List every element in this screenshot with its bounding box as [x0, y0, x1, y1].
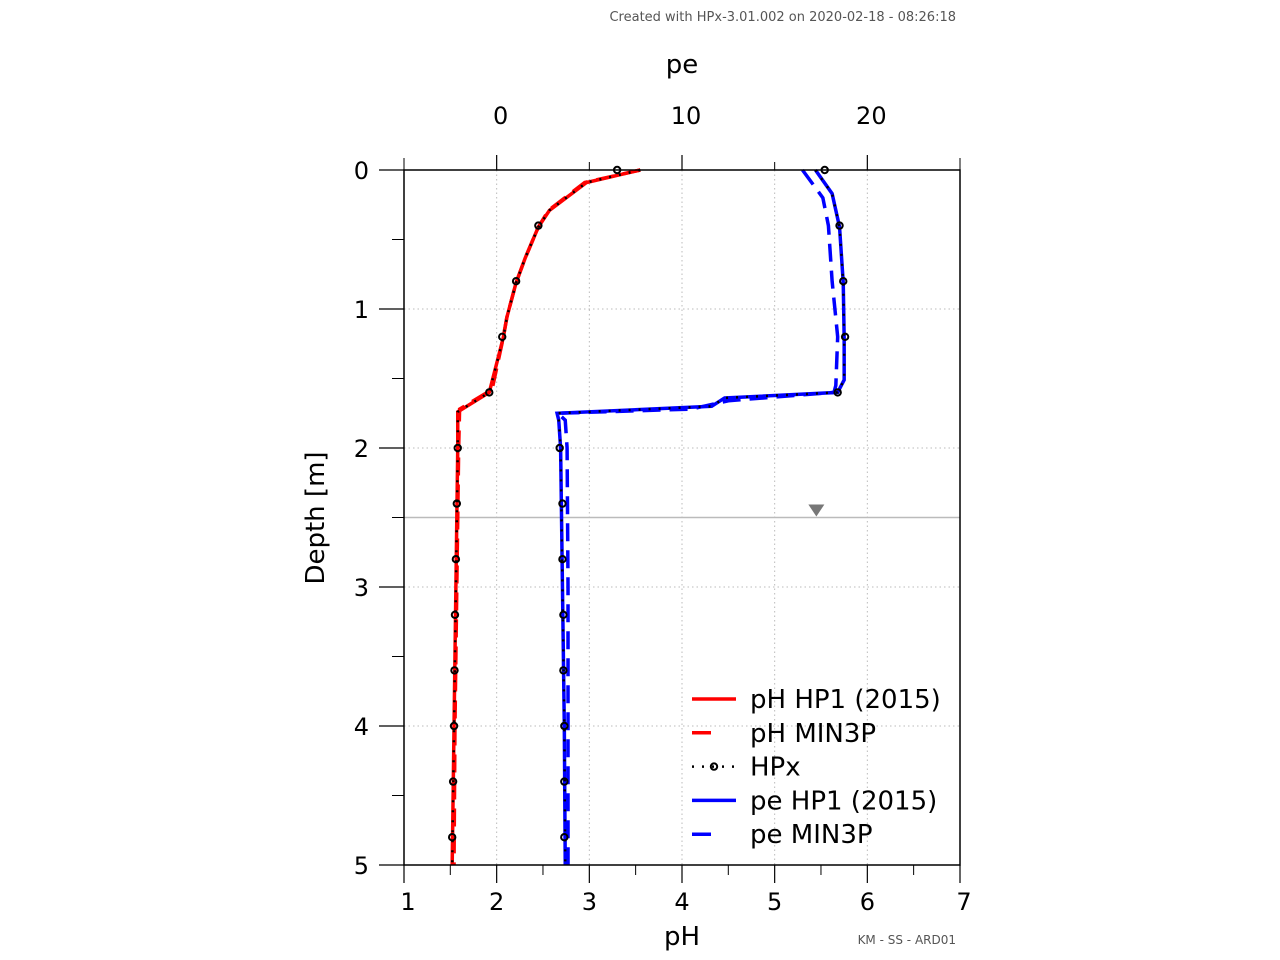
hpx-marker-pe: [560, 833, 569, 842]
hpx-marker-ph: [449, 721, 459, 731]
x2-tick-label: 0: [493, 102, 508, 130]
hpx-marker-ph: [451, 555, 461, 564]
x2-tick-label: 10: [671, 102, 702, 130]
hpx-marker-ph: [450, 666, 459, 675]
series-line-pe-min3p: [553, 168, 840, 865]
x-tick-label: 4: [674, 888, 689, 916]
hpx-marker-ph: [447, 833, 457, 842]
hpx-marker-pe: [560, 777, 569, 786]
legend-label: pe MIN3P: [750, 820, 873, 850]
credit-text: Created with HPx-3.01.002 on 2020-02-18 …: [609, 10, 956, 25]
hpx-marker-pe: [555, 443, 564, 453]
y-tick-label: 3: [354, 574, 369, 602]
ticks: 1 2 3 4 5 6 7 0 10 20 0 1 2 3 4 5: [354, 102, 972, 916]
water-table: [404, 504, 960, 519]
hpx-marker-pe: [833, 388, 842, 397]
x-tick-label: 6: [860, 888, 875, 916]
hpx-marker-ph: [452, 499, 462, 508]
x-axis-label: pH: [664, 922, 700, 952]
footer-text: KM - SS - ARD01: [857, 933, 956, 947]
hpx-marker-ph: [498, 332, 507, 341]
x-tick-label: 7: [956, 888, 971, 916]
series-line-ph-min3p: [452, 168, 641, 866]
legend-label: pe HP1 (2015): [750, 786, 937, 816]
hpx-marker-ph: [448, 777, 458, 786]
hpx-marker-ph: [485, 388, 494, 397]
legend-label: pH MIN3P: [750, 719, 876, 749]
hpx-marker-pe: [560, 721, 569, 731]
y-tick-label: 1: [354, 296, 369, 324]
x-tick-label: 1: [400, 888, 415, 916]
series-lines: [447, 165, 850, 866]
y-tick-label: 4: [354, 713, 369, 741]
x-tick-label: 3: [582, 888, 597, 916]
hpx-marker-pe: [559, 666, 568, 675]
hpx-marker-pe: [839, 277, 848, 286]
hpx-marker-pe: [840, 332, 850, 341]
hpx-marker-pe: [558, 555, 567, 564]
hpx-marker-ph: [450, 610, 460, 619]
y-tick-label: 5: [354, 852, 369, 880]
x-tick-label: 5: [767, 888, 782, 916]
y-axis-label: Depth [m]: [301, 451, 331, 584]
x2-tick-label: 20: [856, 102, 887, 130]
y-tick-label: 0: [354, 157, 369, 185]
x2-axis-label: pe: [666, 50, 699, 80]
hpx-marker-ph: [453, 443, 462, 453]
hpx-marker-pe: [835, 221, 844, 230]
hpx-marker-pe: [559, 610, 568, 619]
water-table-marker-icon: [808, 504, 825, 517]
hpx-marker-ph: [534, 221, 543, 230]
hpx-marker-ph: [511, 277, 521, 286]
legend-label: pH HP1 (2015): [750, 685, 941, 715]
legend-label: HPx: [750, 753, 801, 783]
y-tick-label: 2: [354, 435, 369, 463]
x-tick-label: 2: [489, 888, 504, 916]
legend-marker: [709, 762, 719, 771]
hpx-marker-pe: [558, 499, 567, 508]
series-line-hpx-pe: [555, 169, 846, 866]
